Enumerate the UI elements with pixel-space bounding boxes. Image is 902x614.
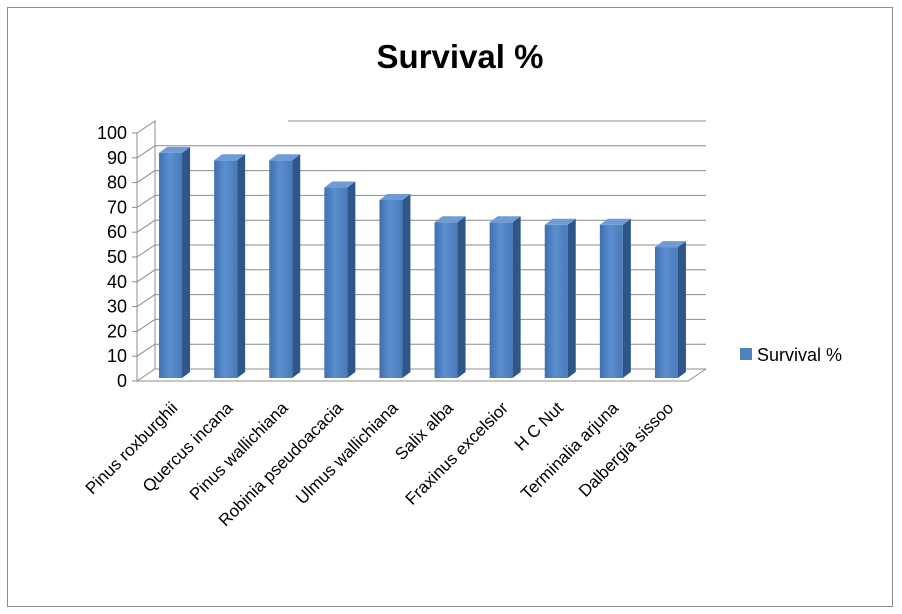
legend-swatch bbox=[740, 348, 752, 360]
y-tick-label: 10 bbox=[107, 346, 127, 366]
bar-side bbox=[292, 154, 301, 378]
bar-top bbox=[544, 218, 576, 225]
bar bbox=[379, 199, 403, 378]
bar-side bbox=[402, 193, 411, 378]
gridline-side bbox=[136, 194, 156, 208]
bar-side bbox=[457, 216, 466, 378]
bar-side bbox=[512, 216, 521, 378]
y-tick-label: 20 bbox=[107, 321, 127, 341]
x-category-label: H C Nut bbox=[511, 398, 567, 454]
bar-side bbox=[237, 154, 246, 378]
y-tick-label: 60 bbox=[107, 222, 127, 242]
bar-side bbox=[347, 181, 356, 378]
bar-top bbox=[324, 181, 356, 188]
x-category-label: Pinus roxburghii bbox=[82, 398, 182, 498]
y-tick-label: 80 bbox=[107, 173, 127, 193]
gridline-side bbox=[136, 368, 156, 382]
gridline-side bbox=[136, 170, 156, 184]
bar-top bbox=[599, 218, 631, 225]
bar-side bbox=[677, 241, 686, 378]
bar-top bbox=[214, 154, 246, 161]
y-tick-label: 90 bbox=[107, 148, 127, 168]
bar bbox=[269, 160, 293, 378]
bar-top bbox=[434, 216, 466, 223]
x-category-label: Pinus wallichiana bbox=[186, 398, 292, 504]
bar-top bbox=[159, 146, 191, 153]
gridline-side bbox=[136, 343, 156, 357]
legend: Survival % bbox=[740, 345, 842, 365]
y-tick-label: 40 bbox=[107, 272, 127, 292]
bar bbox=[324, 187, 348, 378]
gridline-side bbox=[136, 318, 156, 332]
x-category-label: Ulmus wallichiana bbox=[292, 398, 402, 508]
bar-top bbox=[489, 216, 521, 223]
bar-layer bbox=[159, 146, 686, 378]
gridline-side bbox=[136, 219, 156, 233]
y-tick-label: 30 bbox=[107, 297, 127, 317]
gridline-side bbox=[136, 145, 156, 159]
x-category-label: Terminalia arjuna bbox=[517, 398, 622, 503]
bar-top bbox=[269, 154, 301, 161]
axis-layer bbox=[132, 121, 707, 382]
bar bbox=[654, 247, 678, 378]
bar-side bbox=[182, 146, 191, 378]
bar bbox=[434, 222, 458, 378]
bar bbox=[214, 160, 238, 378]
bar bbox=[489, 222, 513, 378]
gridline-side bbox=[136, 120, 156, 134]
bar bbox=[159, 152, 183, 378]
bar-side bbox=[622, 218, 631, 378]
legend-label: Survival % bbox=[757, 345, 842, 365]
bar bbox=[599, 224, 623, 378]
gridline-side bbox=[136, 269, 156, 283]
y-tick-label: 50 bbox=[107, 247, 127, 267]
gridline-side bbox=[136, 244, 156, 258]
bar-side bbox=[567, 218, 576, 378]
y-tick-label: 0 bbox=[117, 371, 127, 391]
y-tick-label: 70 bbox=[107, 197, 127, 217]
floor-front-edge bbox=[137, 368, 707, 382]
bar-top bbox=[379, 193, 411, 200]
chart-title: Survival % bbox=[377, 38, 544, 75]
y-tick-label: 100 bbox=[97, 123, 127, 143]
x-category-label: Fraxinus excelsior bbox=[402, 398, 513, 509]
bar bbox=[544, 224, 568, 378]
x-category-label: Dalbergia sissoo bbox=[575, 398, 677, 500]
back-wall-gap bbox=[156, 117, 288, 123]
bar-top bbox=[654, 241, 686, 248]
gridline-side bbox=[136, 294, 156, 308]
